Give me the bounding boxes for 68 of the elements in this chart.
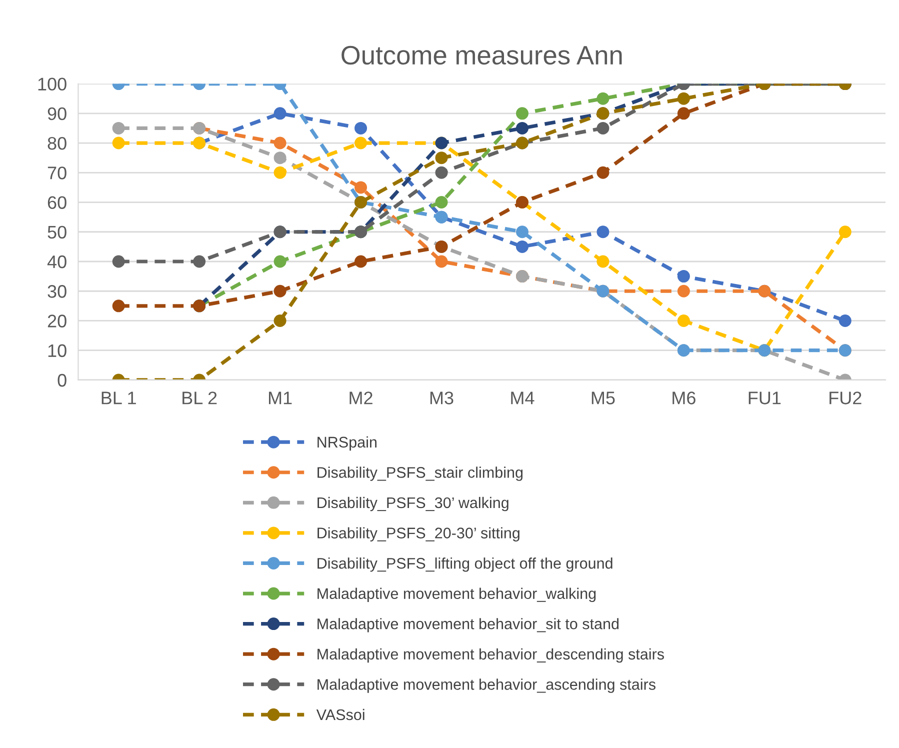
point (516, 226, 528, 238)
point (274, 107, 286, 120)
point (838, 226, 852, 238)
legend-label: Disability_PSFS_lifting object off the ground (318, 558, 612, 572)
point (435, 152, 448, 164)
point (516, 122, 528, 134)
point (516, 240, 528, 253)
x-tick-label: M3 (430, 392, 454, 404)
legend-label: Maladaptive movement behavior_descending stairs (318, 648, 664, 663)
legend-label: Disability_PSFS_stair climbing (318, 466, 523, 481)
y-tick-label: 90 (48, 107, 66, 120)
x-tick-label: FU2 (830, 392, 862, 404)
point (596, 92, 610, 105)
x-tick-label: M5 (592, 392, 615, 404)
point (677, 107, 690, 120)
y-tick-label: 0 (58, 374, 66, 387)
legend-label: Maladaptive movement behavior_ascending stairs (318, 678, 656, 693)
x-tick-label: M1 (268, 392, 292, 404)
x-tick-label: FU1 (748, 392, 781, 404)
legend-label: Disability_PSFS_20-30’ sitting (318, 527, 520, 542)
point (112, 122, 125, 134)
point (274, 136, 286, 150)
point (112, 300, 125, 312)
point (838, 314, 852, 327)
point (435, 255, 448, 268)
point (274, 284, 286, 298)
point (193, 255, 206, 268)
point (677, 284, 690, 298)
point (112, 255, 125, 268)
point (354, 255, 368, 268)
point (274, 166, 286, 179)
point (274, 255, 286, 268)
point (596, 122, 610, 134)
y-tick-label: 10 (48, 344, 66, 358)
legend-label: NRSpain (318, 436, 376, 451)
point (435, 166, 448, 179)
y-tick-label: 80 (48, 136, 66, 150)
point (354, 122, 368, 134)
y-tick-label: 20 (48, 314, 66, 328)
y-tick-label: 70 (48, 166, 66, 180)
point (596, 255, 610, 268)
point (596, 226, 610, 238)
point (596, 166, 610, 179)
x-tick-label: M6 (672, 392, 696, 404)
point (516, 107, 528, 120)
x-tick-label: BL 2 (182, 392, 217, 404)
point (677, 270, 690, 283)
point (435, 196, 448, 209)
x-tick-label: BL 1 (102, 392, 136, 404)
point (274, 314, 286, 327)
y-tick-label: 60 (48, 196, 66, 209)
legend-label: Disability_PSFS_30’ walking (318, 496, 508, 512)
legend-label: Maladaptive movement behavior_sit to stand (318, 618, 619, 632)
y-tick-label: 50 (48, 226, 66, 239)
legend-label: Maladaptive movement behavior_walking (318, 588, 596, 602)
x-tick-label: M2 (350, 392, 372, 404)
y-tick-label: 100 (38, 78, 66, 90)
point (274, 152, 286, 164)
point (677, 92, 690, 105)
y-tick-label: 40 (47, 255, 66, 268)
y-tick-label: 30 (48, 285, 66, 298)
x-tick-label: M4 (511, 392, 534, 404)
point (112, 136, 125, 150)
legend-label: VASsoi (316, 708, 364, 720)
point (354, 181, 368, 194)
point (677, 314, 690, 327)
chart-title: Outcome measures Ann (342, 46, 622, 65)
point (354, 136, 368, 150)
